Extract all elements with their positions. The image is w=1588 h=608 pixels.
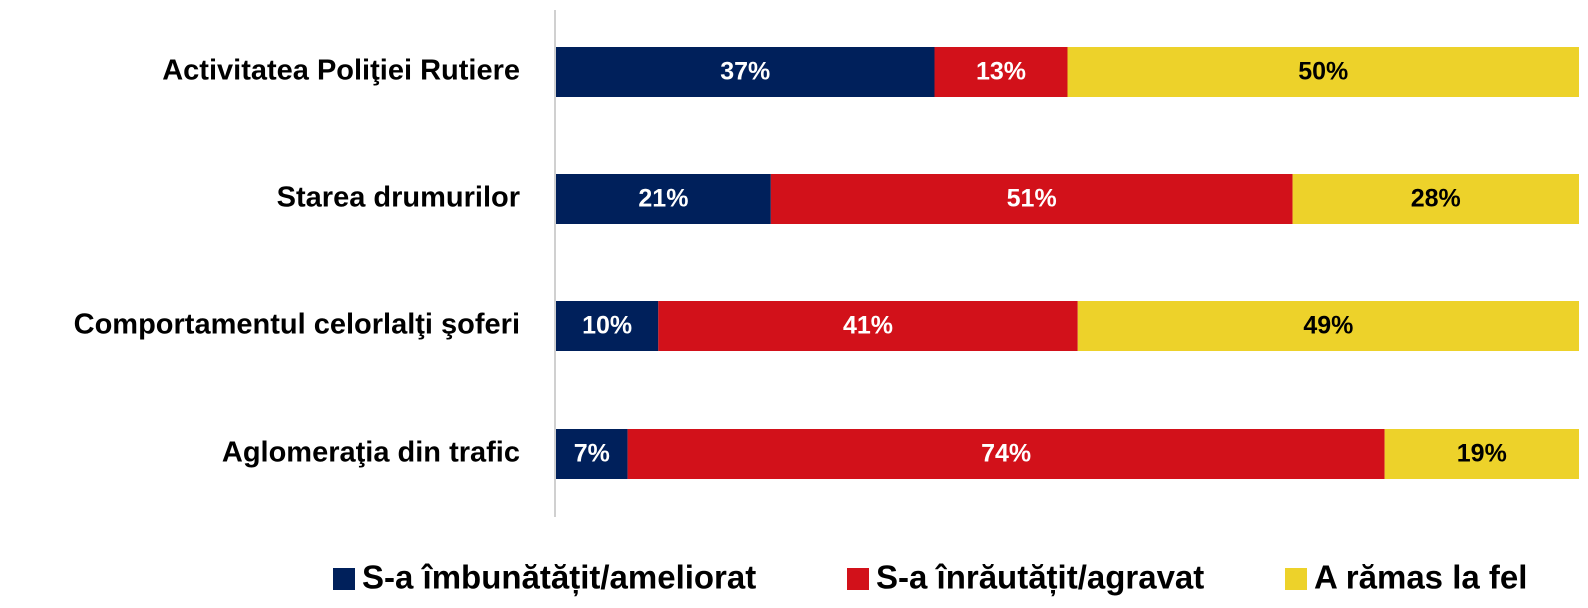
bar-segment	[627, 429, 1385, 479]
legend-swatch	[847, 568, 869, 590]
data-label: 21%	[638, 185, 688, 213]
legend-swatch	[333, 568, 355, 590]
bar-segment	[556, 429, 628, 479]
data-label: 37%	[720, 58, 770, 86]
category-label: Starea drumurilor	[277, 182, 520, 214]
data-label: 41%	[843, 312, 893, 340]
bar-segment	[1292, 174, 1579, 224]
category-label: Aglomeraţia din trafic	[222, 437, 520, 469]
data-label: 7%	[574, 440, 610, 468]
data-label: 74%	[981, 440, 1031, 468]
bar-segment	[1077, 301, 1579, 351]
legend-label: S-a înrăutățit/agravat	[876, 559, 1204, 597]
data-label: 50%	[1298, 58, 1348, 86]
bar-segment	[934, 47, 1068, 97]
bar-segment	[770, 174, 1293, 224]
bar-segment	[658, 301, 1078, 351]
legend-swatch	[1285, 568, 1307, 590]
category-label: Comportamentul celorlalţi şoferi	[74, 309, 520, 341]
bar-segment	[1067, 47, 1579, 97]
bar-segment	[1384, 429, 1579, 479]
data-label: 49%	[1303, 312, 1353, 340]
legend-label: S-a îmbunătățit/ameliorat	[362, 559, 756, 597]
bar-segment	[556, 47, 935, 97]
data-label: 10%	[582, 312, 632, 340]
data-label: 28%	[1411, 185, 1461, 213]
category-label: Activitatea Poliţiei Rutiere	[162, 55, 520, 87]
data-label: 51%	[1007, 185, 1057, 213]
data-label: 19%	[1457, 440, 1507, 468]
bar-segment	[556, 301, 659, 351]
data-label: 13%	[976, 58, 1026, 86]
bar-segment	[556, 174, 771, 224]
legend-label: A rămas la fel	[1314, 559, 1527, 596]
